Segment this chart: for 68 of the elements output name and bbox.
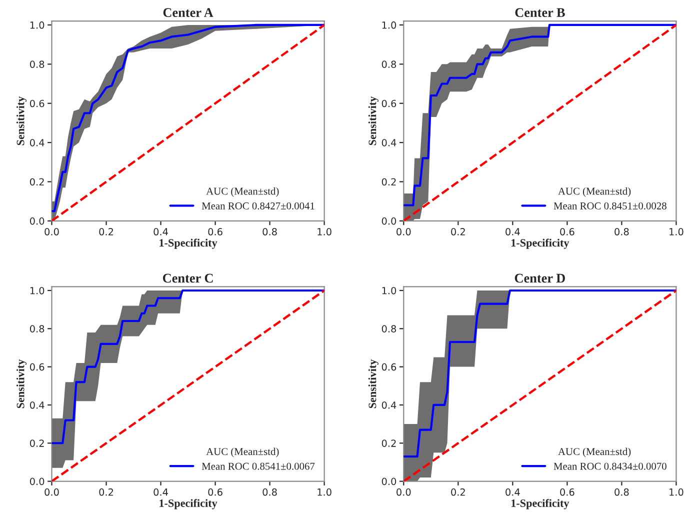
- x-tick-label: 0.0: [44, 228, 59, 236]
- x-tick-label: 0.2: [451, 228, 465, 236]
- x-tick-label: 0.4: [506, 488, 520, 496]
- x-tick-label: 0.4: [506, 228, 520, 236]
- y-axis-title: Sensitivity: [16, 96, 27, 146]
- x-tick-label: 0.2: [99, 488, 114, 496]
- x-tick-label: 0.6: [208, 488, 222, 496]
- x-tick-label: 0.6: [560, 488, 574, 496]
- y-tick-label: 1.0: [30, 21, 44, 29]
- legend-label: Mean ROC 0.8427±0.0041: [202, 202, 314, 210]
- y-axis-title: Sensitivity: [368, 96, 378, 146]
- y-tick-label: 0.4: [382, 401, 396, 409]
- y-tick-label: 0.6: [382, 363, 396, 371]
- x-tick-label: 0.8: [614, 488, 629, 496]
- y-tick-label: 0.2: [382, 440, 396, 447]
- y-tick-label: 0.2: [30, 440, 44, 447]
- y-tick-label: 0.4: [382, 139, 396, 146]
- y-axis-title: Sensitivity: [16, 359, 27, 408]
- chart-title: Center C: [162, 274, 213, 283]
- x-tick-label: 0.0: [396, 228, 411, 236]
- y-tick-label: 0.8: [30, 60, 44, 68]
- legend-title: AUC (Mean±std): [558, 448, 631, 458]
- legend-label: Mean ROC 0.8541±0.0067: [202, 462, 315, 470]
- x-tick-label: 0.8: [614, 228, 629, 236]
- y-tick-label: 1.0: [382, 286, 396, 294]
- x-tick-label: 0.4: [154, 488, 168, 496]
- x-tick-label: 0.6: [208, 228, 222, 236]
- y-tick-label: 0.2: [382, 178, 396, 186]
- x-tick-label: 0.8: [262, 488, 277, 496]
- y-tick-label: 0.6: [30, 100, 44, 108]
- x-tick-label: 0.8: [262, 228, 277, 236]
- chart-title: Center D: [514, 274, 565, 283]
- x-axis-title: 1-Specificity: [160, 499, 218, 510]
- y-tick-label: 0.4: [30, 401, 44, 409]
- y-tick-label: 0.0: [382, 478, 396, 486]
- y-tick-label: 0.0: [30, 217, 44, 225]
- x-tick-label: 0.2: [99, 228, 114, 236]
- x-tick-label: 0.4: [154, 228, 168, 236]
- y-tick-label: 0.8: [382, 325, 396, 332]
- y-tick-label: 0.2: [30, 178, 44, 186]
- y-tick-label: 0.0: [30, 478, 44, 486]
- x-tick-label: 0.6: [560, 228, 574, 236]
- y-tick-label: 0.4: [30, 139, 44, 146]
- y-axis-title: Sensitivity: [368, 359, 378, 408]
- x-tick-label: 0.2: [451, 488, 465, 496]
- y-tick-label: 1.0: [382, 21, 396, 29]
- x-tick-label: 0.0: [396, 488, 411, 496]
- legend-title: AUC (Mean±std): [558, 187, 631, 197]
- y-tick-label: 0.8: [30, 325, 44, 332]
- y-tick-label: 0.0: [382, 217, 396, 225]
- y-tick-label: 0.6: [30, 363, 44, 371]
- x-axis-title: 1-Specificity: [512, 238, 570, 249]
- x-axis-title: 1-Specificity: [512, 499, 570, 510]
- x-tick-label: 0.0: [44, 488, 59, 496]
- legend-label: Mean ROC 0.8434±0.0070: [554, 462, 666, 470]
- y-tick-label: 0.6: [382, 100, 396, 108]
- chart-title: Center B: [515, 8, 565, 18]
- legend-label: Mean ROC 0.8451±0.0028: [554, 202, 666, 210]
- legend-title: AUC (Mean±std): [206, 187, 279, 197]
- legend-title: AUC (Mean±std): [206, 448, 279, 458]
- chart-title: Center A: [163, 8, 214, 18]
- x-tick-label: 1.0: [670, 488, 684, 496]
- x-tick-label: 1.0: [670, 228, 684, 236]
- y-tick-label: 0.8: [382, 60, 396, 68]
- x-tick-label: 1.0: [318, 488, 332, 496]
- y-tick-label: 1.0: [30, 286, 44, 294]
- x-tick-label: 1.0: [318, 228, 332, 236]
- x-axis-title: 1-Specificity: [160, 238, 218, 249]
